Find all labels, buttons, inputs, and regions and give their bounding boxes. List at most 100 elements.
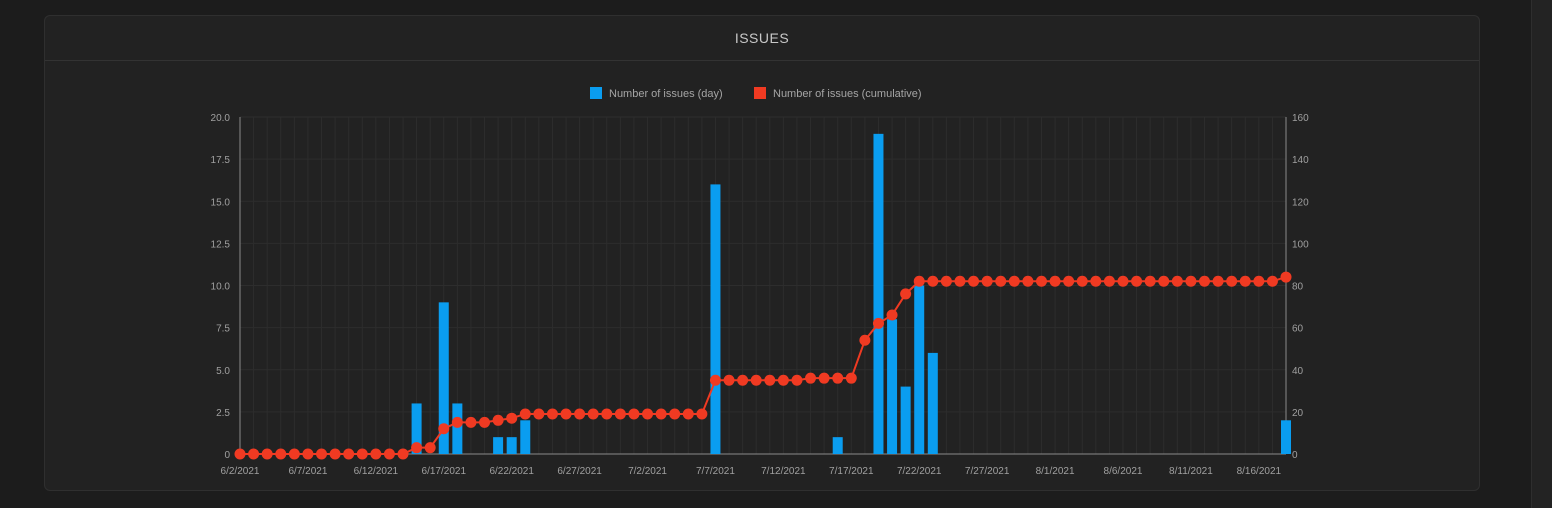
cumulative-point[interactable]	[397, 448, 409, 460]
bar[interactable]	[452, 403, 463, 454]
cumulative-point[interactable]	[859, 334, 871, 346]
cumulative-point[interactable]	[1049, 275, 1061, 287]
cumulative-point[interactable]	[1144, 275, 1156, 287]
cumulative-point[interactable]	[370, 448, 382, 460]
cumulative-point[interactable]	[737, 374, 749, 386]
cumulative-point[interactable]	[723, 374, 735, 386]
cumulative-point[interactable]	[642, 408, 654, 420]
cumulative-point[interactable]	[1103, 275, 1115, 287]
cumulative-point[interactable]	[356, 448, 368, 460]
y-left-tick-label: 10.0	[211, 282, 231, 293]
cumulative-point[interactable]	[1131, 275, 1143, 287]
bar[interactable]	[900, 386, 911, 454]
cumulative-point[interactable]	[479, 416, 491, 428]
cumulative-point[interactable]	[451, 416, 463, 428]
cumulative-point[interactable]	[1158, 275, 1170, 287]
bar[interactable]	[520, 420, 531, 454]
cumulative-point[interactable]	[614, 408, 626, 420]
cumulative-point[interactable]	[302, 448, 314, 460]
y-left-tick-label: 17.5	[211, 155, 231, 166]
cumulative-point[interactable]	[492, 414, 504, 426]
cumulative-point[interactable]	[574, 408, 586, 420]
cumulative-point[interactable]	[900, 288, 912, 300]
legend-label-day: Number of issues (day)	[609, 88, 723, 100]
cumulative-point[interactable]	[329, 448, 341, 460]
cumulative-point[interactable]	[506, 412, 518, 424]
cumulative-point[interactable]	[1090, 275, 1102, 287]
cumulative-point[interactable]	[316, 448, 328, 460]
bar[interactable]	[927, 352, 938, 454]
cumulative-point[interactable]	[1280, 271, 1292, 283]
cumulative-point[interactable]	[601, 408, 613, 420]
cumulative-point[interactable]	[248, 448, 260, 460]
y-left-tick-label: 7.5	[216, 324, 230, 335]
cumulative-point[interactable]	[275, 448, 287, 460]
cumulative-point[interactable]	[546, 408, 558, 420]
cumulative-point[interactable]	[995, 275, 1007, 287]
bar[interactable]	[493, 437, 504, 454]
cumulative-point[interactable]	[886, 309, 898, 321]
cumulative-point[interactable]	[533, 408, 545, 420]
cumulative-point[interactable]	[655, 408, 667, 420]
bar[interactable]	[506, 437, 517, 454]
tick-labels: 0 2.5 5.0 7.5 10.0 12.5 15.0 17.5 20.0 0 20 40 60 80 1…	[211, 113, 1310, 477]
cumulative-point[interactable]	[383, 448, 395, 460]
cumulative-point[interactable]	[587, 408, 599, 420]
cumulative-point[interactable]	[805, 372, 817, 384]
bar[interactable]	[438, 302, 449, 454]
cumulative-point[interactable]	[1076, 275, 1088, 287]
bar[interactable]	[411, 403, 422, 454]
cumulative-point[interactable]	[343, 448, 355, 460]
cumulative-point[interactable]	[696, 408, 708, 420]
cumulative-point[interactable]	[1117, 275, 1129, 287]
bar[interactable]	[710, 184, 721, 454]
cumulative-point[interactable]	[954, 275, 966, 287]
cumulative-point[interactable]	[560, 408, 572, 420]
cumulative-point[interactable]	[764, 374, 776, 386]
cumulative-point[interactable]	[1198, 275, 1210, 287]
cumulative-point[interactable]	[261, 448, 273, 460]
bar[interactable]	[887, 319, 898, 454]
cumulative-point[interactable]	[1063, 275, 1075, 287]
cumulative-point[interactable]	[818, 372, 830, 384]
cumulative-point[interactable]	[288, 448, 300, 460]
y-right-tick-label: 20	[1292, 408, 1304, 419]
cumulative-point[interactable]	[669, 408, 681, 420]
cumulative-point[interactable]	[1226, 275, 1238, 287]
cumulative-point[interactable]	[981, 275, 993, 287]
cumulative-point[interactable]	[832, 372, 844, 384]
cumulative-point[interactable]	[519, 408, 531, 420]
cumulative-point[interactable]	[1239, 275, 1251, 287]
cumulative-point[interactable]	[913, 275, 925, 287]
cumulative-point[interactable]	[234, 448, 246, 460]
cumulative-point[interactable]	[411, 442, 423, 454]
bar[interactable]	[832, 437, 843, 454]
cumulative-point[interactable]	[709, 374, 721, 386]
cumulative-point[interactable]	[682, 408, 694, 420]
cumulative-point[interactable]	[940, 275, 952, 287]
cumulative-point[interactable]	[777, 374, 789, 386]
cumulative-point[interactable]	[1185, 275, 1197, 287]
cumulative-point[interactable]	[872, 317, 884, 329]
bar[interactable]	[914, 285, 925, 455]
cumulative-point[interactable]	[791, 374, 803, 386]
cumulative-point[interactable]	[438, 423, 450, 435]
cumulative-point[interactable]	[628, 408, 640, 420]
cumulative-point[interactable]	[1008, 275, 1020, 287]
legend-item-cumulative[interactable]: Number of issues (cumulative)	[754, 87, 922, 100]
cumulative-point[interactable]	[1253, 275, 1265, 287]
legend-item-day[interactable]: Number of issues (day)	[590, 87, 723, 100]
cumulative-point[interactable]	[1266, 275, 1278, 287]
cumulative-point[interactable]	[465, 416, 477, 428]
cumulative-point[interactable]	[424, 442, 436, 454]
cumulative-point[interactable]	[1171, 275, 1183, 287]
cumulative-point[interactable]	[845, 372, 857, 384]
cumulative-point[interactable]	[1212, 275, 1224, 287]
bar[interactable]	[873, 133, 884, 454]
cumulative-point[interactable]	[968, 275, 980, 287]
cumulative-point[interactable]	[1035, 275, 1047, 287]
cumulative-point[interactable]	[750, 374, 762, 386]
cumulative-point[interactable]	[927, 275, 939, 287]
bar[interactable]	[1281, 420, 1291, 454]
cumulative-point[interactable]	[1022, 275, 1034, 287]
